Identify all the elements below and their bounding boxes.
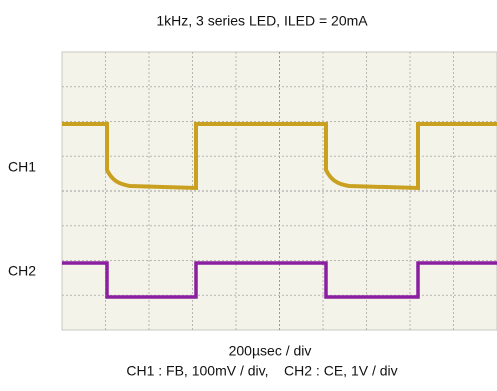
channel-settings: CH1 : FB, 100mV / div, CH2 : CE, 1V / di…	[126, 363, 397, 379]
channel-label: CH1	[8, 159, 36, 175]
timebase: 200µsec / div	[229, 343, 312, 359]
title: 1kHz, 3 series LED, ILED = 20mA	[156, 13, 368, 29]
scope-screenshot: 1kHz, 3 series LED, ILED = 20mA CH1 CH2 …	[0, 0, 497, 391]
channel-label: CH2	[8, 263, 36, 279]
